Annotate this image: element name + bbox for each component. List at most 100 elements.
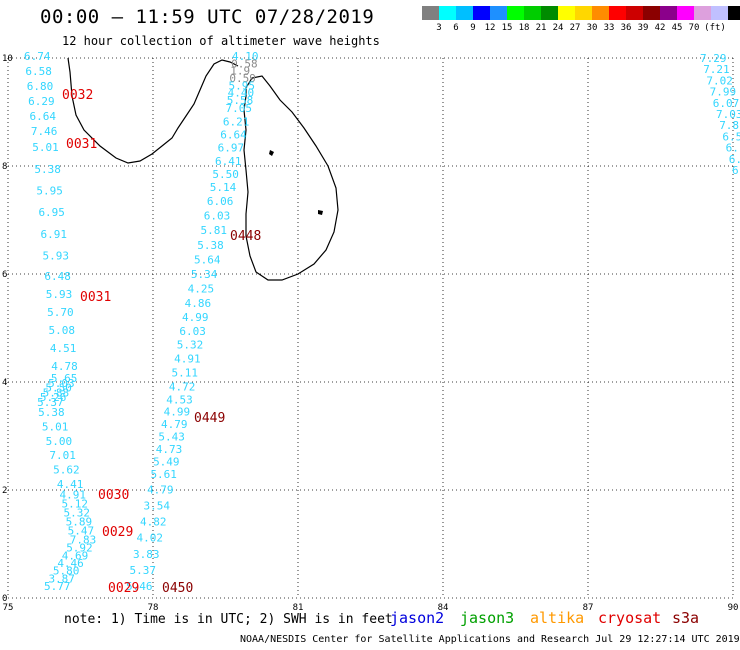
pass-time-label: 0032 [62, 88, 93, 103]
wave-height-value: 5.12 [62, 498, 88, 511]
wave-height-value: 4.86 [185, 297, 212, 310]
wave-height-value: 4.51 [50, 342, 76, 355]
wave-height-value: 6. [729, 153, 740, 166]
wave-height-value: 5.58 [227, 94, 254, 107]
legend-label: 45 [672, 23, 683, 33]
pass-time-label: 0031 [80, 290, 111, 305]
wave-height-value: 7.02 [706, 74, 733, 87]
wave-height-value: 4.41 [57, 478, 84, 491]
wave-height-value: 5.43 [158, 431, 185, 444]
legend-swatch [507, 6, 524, 20]
wave-height-value: 4.91 [59, 488, 85, 501]
lat-tick-label: 2 [2, 486, 7, 496]
wave-height-value: 0.59 [229, 72, 256, 85]
pass-time-label: 0450 [162, 581, 193, 596]
wave-height-value: 5.81 [200, 224, 227, 237]
lon-tick-label: 90 [728, 603, 739, 613]
wave-height-value: 6.74 [24, 50, 51, 63]
wave-height-value: 4.79 [161, 418, 188, 431]
wave-height-value: 5.46 [126, 580, 153, 593]
lon-tick-label: 87 [583, 603, 594, 613]
wave-height-value: 5.01 [32, 141, 59, 154]
legend-swatch [643, 6, 660, 20]
wave-height-value: 5.03 [48, 377, 75, 390]
wave-height-value: 6.06 [207, 195, 234, 208]
wave-height-value: 5.47 [68, 525, 95, 538]
legend-swatch [728, 6, 740, 20]
wave-height-value: 6. [726, 142, 739, 155]
legend-label: 27 [570, 23, 581, 33]
wave-height-value: 5.38 [34, 163, 61, 176]
wave-height-value: 4.91 [174, 353, 201, 366]
legend-swatch [660, 6, 677, 20]
track-east-values: 7.297.217.027.996.077.037.86.56.6.6 [700, 52, 740, 177]
map-title: 00:00 – 11:59 UTC 07/28/2019 [40, 6, 375, 28]
wave-height-value: 4.78 [51, 360, 78, 373]
wave-height-value: 7.01 [49, 449, 76, 462]
lat-tick-label: 6 [2, 270, 7, 280]
wave-height-value: 5.14 [210, 181, 237, 194]
pass-time-label: 0029 [102, 525, 133, 540]
legend-label: (ft) [704, 23, 726, 33]
legend-label: 18 [519, 23, 530, 33]
wave-height-value: 6.5 [722, 130, 740, 143]
wave-height-value: 5.37 [130, 564, 157, 577]
wave-height-value: 7.46 [31, 125, 58, 138]
lon-tick-label: 75 [3, 603, 14, 613]
wave-height-value: 6.91 [40, 228, 67, 241]
wave-height-value: 7.99 [710, 86, 737, 99]
satellite-jason3: jason3 [460, 609, 515, 627]
map-subtitle: 12 hour collection of altimeter wave hei… [62, 34, 380, 48]
wave-height-value: 4.46 [57, 557, 84, 570]
wave-height-value: 4.72 [169, 380, 196, 393]
wave-height-value: 6.97 [218, 142, 245, 155]
legend-swatch [524, 6, 541, 20]
legend-swatch [575, 6, 592, 20]
wave-height-value: 3.87 [48, 572, 75, 585]
legend-swatch [473, 6, 490, 20]
wave-height-value: 5.61 [150, 468, 177, 481]
wave-height-value: 6.03 [204, 210, 231, 223]
wave-height-value: 5.65 [51, 372, 78, 385]
wave-height-value: 5.01 [42, 421, 68, 434]
satellite-jason2: jason2 [390, 609, 445, 627]
wave-height-value: 7.8 [719, 119, 739, 132]
india-coastline [67, 57, 239, 164]
wave-height-value: 5.50 [45, 382, 72, 395]
legend-label: 21 [536, 23, 547, 33]
wave-height-value: 7.83 [70, 534, 97, 547]
wave-height-value: 5.93 [43, 250, 70, 263]
sri-lanka-coastline [243, 75, 339, 281]
track-central-values: 4.100.581.90.595.954.405.587.056.216.646… [126, 50, 259, 593]
wave-height-value: 5.38 [38, 406, 65, 419]
wave-height-value: 6.29 [28, 95, 55, 108]
lat-tick-label: 10 [2, 54, 13, 64]
wave-height-value: 6.58 [25, 65, 51, 78]
wave-height-value: 3.83 [133, 548, 160, 561]
legend-swatch [609, 6, 626, 20]
wave-height-value: 6.21 [223, 115, 250, 128]
legend-swatch [592, 6, 609, 20]
legend-label: 30 [587, 23, 598, 33]
wave-height-value: 5.92 [66, 542, 93, 555]
wave-height-value: 5.89 [66, 516, 93, 529]
wave-height-value: 6.48 [44, 270, 71, 283]
wave-height-value: 5.64 [194, 253, 221, 266]
wave-height-value: 5.32 [177, 339, 204, 352]
wave-height-value: 3.54 [144, 500, 171, 513]
pass-time-label: 0448 [230, 229, 261, 244]
wave-height-value: 5.70 [47, 306, 73, 319]
wave-height-value: 4.25 [188, 283, 215, 296]
legend-label: 9 [470, 23, 475, 33]
legend-label: 24 [553, 23, 564, 33]
wave-height-value: 5.80 [53, 565, 80, 578]
pass-time-labels: 0032 0031 0448 0031 0449 0030 0029 0029 0450 [62, 88, 261, 596]
wave-height-value: 4.69 [62, 549, 89, 562]
pass-time-label: 0030 [98, 488, 129, 503]
color-legend: 3 6 9 12 15 18 21 24 27 30 33 36 39 42 45 70 (ft) [422, 6, 740, 33]
legend-swatch [694, 6, 711, 20]
legend-swatch [422, 6, 439, 20]
legend-label: 12 [485, 23, 496, 33]
wave-height-value: 6.95 [38, 206, 65, 219]
